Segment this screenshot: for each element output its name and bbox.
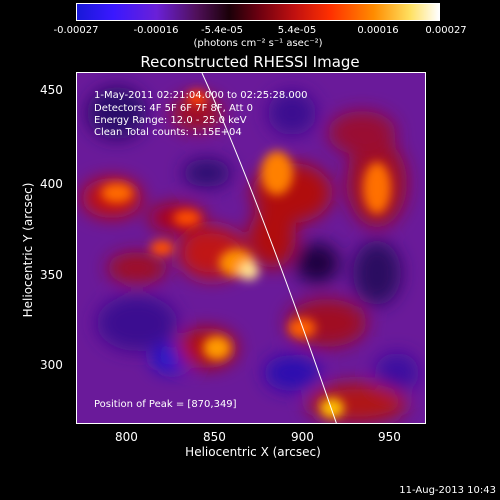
x-tick-label: 850 — [203, 430, 226, 444]
detectors-text: Detectors: 4F 5F 6F 7F 8F, Att 0 — [94, 103, 254, 114]
colorbar-unit: (photons cm⁻² s⁻¹ asec⁻²) — [193, 38, 323, 49]
colorbar-tick: 0.00016 — [357, 25, 399, 36]
generation-timestamp: 11-Aug-2013 10:43 — [399, 485, 496, 496]
rhessi-image-map — [77, 73, 425, 423]
colorbar-tick: -5.4e-05 — [201, 25, 243, 36]
clean-counts-text: Clean Total counts: 1.15E+04 — [94, 127, 242, 138]
y-tick-label: 300 — [40, 358, 63, 372]
image-title: Reconstructed RHESSI Image — [140, 53, 360, 71]
x-tick-label: 800 — [115, 430, 138, 444]
y-tick-label: 450 — [40, 83, 63, 97]
y-axis-label: Heliocentric Y (arcsec) — [21, 182, 35, 318]
energy-range-text: Energy Range: 12.0 - 25.0 keV — [94, 115, 247, 126]
colorbar — [76, 3, 440, 21]
colorbar-tick: -0.00027 — [53, 25, 99, 36]
peak-position-text: Position of Peak = [870,349] — [94, 399, 237, 410]
y-tick-label: 400 — [40, 177, 63, 191]
x-axis-label: Heliocentric X (arcsec) — [185, 445, 321, 459]
colorbar-tick: 5.4e-05 — [277, 25, 317, 36]
colorbar-tick: -0.00016 — [133, 25, 179, 36]
y-tick-label: 350 — [40, 268, 63, 282]
colorbar-tick: 0.00027 — [425, 25, 467, 36]
x-tick-label: 900 — [291, 430, 314, 444]
time-range-text: 1-May-2011 02:21:04.000 to 02:25:28.000 — [94, 90, 308, 101]
x-tick-label: 950 — [378, 430, 401, 444]
rhessi-image — [76, 72, 426, 424]
